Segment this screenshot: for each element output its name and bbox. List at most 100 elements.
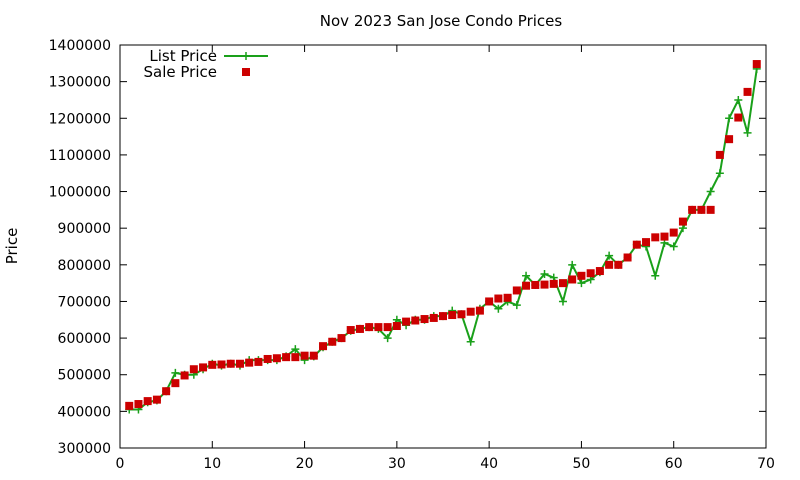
sale-price-point xyxy=(651,233,660,242)
sale-price-point xyxy=(678,217,687,226)
sale-price-point xyxy=(577,271,586,280)
x-tick-label: 50 xyxy=(573,456,591,472)
sale-price-point xyxy=(282,353,291,362)
sale-price-point xyxy=(752,60,761,69)
y-tick-label: 800000 xyxy=(58,258,111,274)
sale-price-point xyxy=(540,280,549,289)
list-price-point xyxy=(522,271,531,280)
y-tick-label: 300000 xyxy=(58,441,111,457)
sale-price-point xyxy=(688,205,697,214)
legend-label-list-price: List Price xyxy=(149,47,217,65)
sale-price-point xyxy=(208,360,217,369)
list-price-point xyxy=(512,301,521,310)
sale-price-point xyxy=(715,150,724,159)
sale-price-point xyxy=(697,205,706,214)
list-price-point xyxy=(540,269,549,278)
sale-price-point xyxy=(669,228,678,237)
sale-price-point xyxy=(134,400,143,409)
list-price-point xyxy=(651,271,660,280)
list-price-point xyxy=(383,334,392,343)
sale-price-point xyxy=(319,342,328,351)
sale-price-point xyxy=(558,279,567,288)
sale-price-point xyxy=(614,260,623,269)
sale-price-point xyxy=(328,337,337,346)
chart-title: Nov 2023 San Jose Condo Prices xyxy=(320,12,563,30)
sale-price-point xyxy=(429,313,438,322)
sale-price-point xyxy=(189,365,198,374)
list-price-point xyxy=(291,345,300,354)
sale-price-point xyxy=(623,253,632,262)
sale-price-point xyxy=(171,379,180,388)
sale-price-point xyxy=(503,293,512,302)
x-tick-label: 30 xyxy=(388,456,406,472)
sale-price-point xyxy=(162,387,171,396)
legend-marker-list-price xyxy=(242,52,250,60)
list-price-point xyxy=(725,114,734,123)
sale-price-point xyxy=(291,353,300,362)
sale-price-point xyxy=(374,323,383,332)
sale-price-point xyxy=(263,354,272,363)
plot-frame xyxy=(119,44,767,449)
sale-price-point xyxy=(383,323,392,332)
sale-price-point xyxy=(568,275,577,284)
x-tick-label: 40 xyxy=(480,456,498,472)
y-tick-label: 1000000 xyxy=(49,185,111,201)
y-axis-label: Price xyxy=(3,228,21,265)
sale-price-point xyxy=(411,316,420,325)
sale-price-point xyxy=(346,326,355,335)
y-tick-label: 1100000 xyxy=(49,148,111,164)
series-layer xyxy=(125,60,761,414)
sale-price-point xyxy=(226,359,235,368)
sale-price-point xyxy=(125,401,134,410)
sale-price-point xyxy=(337,334,346,343)
legend-marker-sale-price xyxy=(242,68,250,76)
sale-price-point xyxy=(706,205,715,214)
list-price-point xyxy=(466,337,475,346)
y-tick-label: 700000 xyxy=(58,294,111,310)
sale-price-point xyxy=(300,351,309,360)
y-tick-label: 600000 xyxy=(58,331,111,347)
y-tick-label: 1400000 xyxy=(49,38,111,54)
sale-price-point xyxy=(494,294,503,303)
sale-price-point xyxy=(734,113,743,122)
list-price-point xyxy=(171,368,180,377)
sale-price-point xyxy=(392,322,401,331)
list-price-point xyxy=(577,279,586,288)
sale-price-point xyxy=(448,311,457,320)
sale-price-point xyxy=(365,323,374,332)
sale-price-point xyxy=(512,286,521,295)
sale-price-point xyxy=(402,317,411,326)
y-tick-label: 400000 xyxy=(58,404,111,420)
sale-price-point xyxy=(632,240,641,249)
sale-price-point xyxy=(466,307,475,316)
sale-price-point xyxy=(725,135,734,144)
legend-label-sale-price: Sale Price xyxy=(144,63,217,81)
sale-price-point xyxy=(660,232,669,241)
sale-price-point xyxy=(485,297,494,306)
list-price-point xyxy=(743,128,752,137)
list-price-point xyxy=(494,304,503,313)
sale-price-point xyxy=(531,280,540,289)
y-tick-label: 1200000 xyxy=(49,111,111,127)
sale-price-point xyxy=(549,279,558,288)
list-price-point xyxy=(734,95,743,104)
sale-price-point xyxy=(235,359,244,368)
sale-price-point xyxy=(586,269,595,278)
sale-price-point xyxy=(152,395,161,404)
list-price-point xyxy=(706,187,715,196)
x-tick-label: 20 xyxy=(296,456,314,472)
list-price-point xyxy=(605,251,614,260)
y-tick-label: 900000 xyxy=(58,221,111,237)
sale-price-point xyxy=(457,310,466,319)
sale-price-point xyxy=(199,363,208,372)
sale-price-point xyxy=(180,371,189,380)
sale-price-point xyxy=(522,281,531,290)
sale-price-point xyxy=(605,260,614,269)
y-tick-label: 500000 xyxy=(58,368,111,384)
sale-price-point xyxy=(595,267,604,276)
sale-price-point xyxy=(217,360,226,369)
sale-price-point xyxy=(743,87,752,96)
